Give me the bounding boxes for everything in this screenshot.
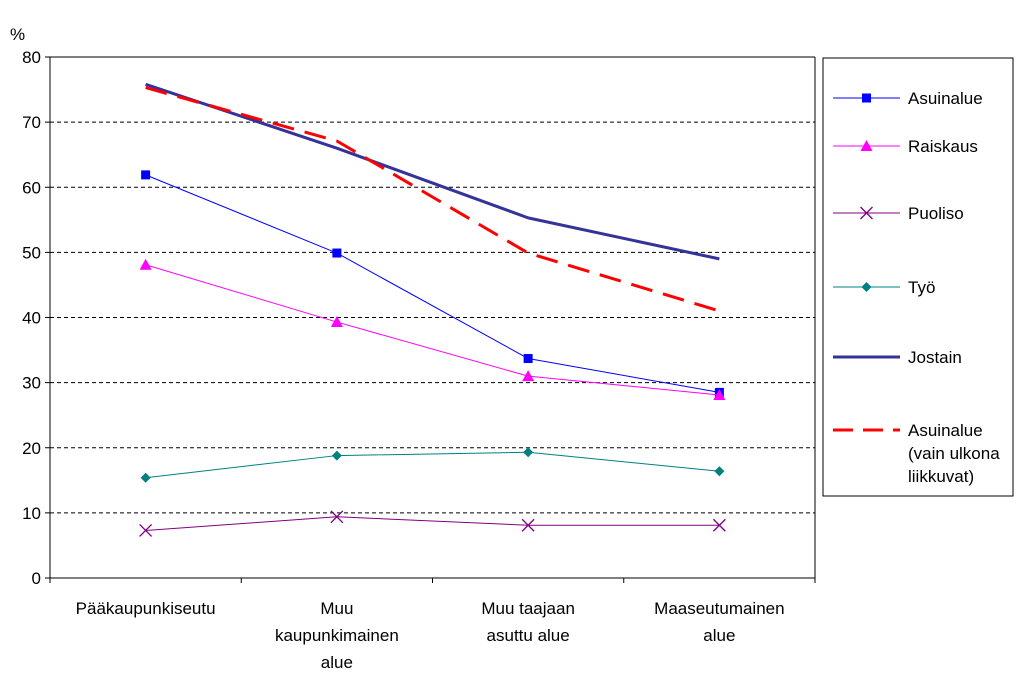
legend-label-line: Asuinalue xyxy=(908,89,983,108)
legend-label-line: Jostain xyxy=(908,348,962,367)
y-tick-label-0: 0 xyxy=(32,569,41,588)
series-0-point-2 xyxy=(523,354,533,364)
legend-label-0: Asuinalue xyxy=(908,89,983,108)
y-tick-label-30: 30 xyxy=(22,374,41,393)
legend-item-0: Asuinalue xyxy=(833,89,983,108)
y-tick-label-20: 20 xyxy=(22,439,41,458)
series-2-point-3-stroke-b xyxy=(712,518,726,532)
legend-label-4: Jostain xyxy=(908,348,962,367)
x-tick-label-1: Muu kaupunkimainen alue xyxy=(275,599,399,672)
series-3-point-1 xyxy=(331,450,342,461)
legend-label-line: liikkuvat) xyxy=(908,467,974,486)
series-2-point-0 xyxy=(139,523,153,537)
series-2-point-2-stroke-b xyxy=(521,518,535,532)
legend-label-line: Raiskaus xyxy=(908,137,978,156)
legend-marker-2 xyxy=(860,206,873,220)
series-1-line xyxy=(145,264,720,396)
x-tick-label-2: Muu taajaan asuttu alue xyxy=(481,599,575,645)
series-4-line xyxy=(145,82,720,261)
legend-marker-2-stroke-b xyxy=(860,206,873,220)
series-1-point-1 xyxy=(330,316,343,328)
series-0-point-1 xyxy=(332,248,342,258)
legend-item-3: Työ xyxy=(833,278,935,297)
x-tick-label-line: Pääkaupunkiseutu xyxy=(76,599,216,618)
series-2-line xyxy=(145,516,720,531)
x-tick-label-3: Maaseutumainen alue xyxy=(654,599,784,645)
series-2-point-3 xyxy=(712,518,726,532)
legend-label-5: Asuinalue (vain ulkona liikkuvat) xyxy=(908,421,1000,486)
x-tick-label-line: asuttu alue xyxy=(487,626,570,645)
y-tick-label-60: 60 xyxy=(22,178,41,197)
series-5-line xyxy=(145,86,720,313)
x-tick-label-line: Maaseutumainen xyxy=(654,599,784,618)
series-1-point-0 xyxy=(139,258,152,270)
legend-label-line: Asuinalue xyxy=(908,421,983,440)
legend-label-3: Työ xyxy=(908,278,935,297)
series-1 xyxy=(139,258,726,400)
legend-label-2: Puoliso xyxy=(908,204,964,223)
legend-marker-3 xyxy=(861,282,872,292)
series-0-line xyxy=(145,174,720,393)
x-tick-label-line: kaupunkimainen xyxy=(275,626,399,645)
legend-label-line: Työ xyxy=(908,278,935,297)
series-2 xyxy=(139,510,726,537)
y-tick-label-40: 40 xyxy=(22,309,41,328)
series-0 xyxy=(141,170,724,397)
series-3-point-0 xyxy=(140,472,151,483)
y-tick-label-70: 70 xyxy=(22,113,41,132)
series-2-point-2 xyxy=(521,518,535,532)
y-tick-label-50: 50 xyxy=(22,243,41,262)
y-tick-label-80: 80 xyxy=(22,48,41,67)
series-3-point-2 xyxy=(523,447,534,458)
x-tick-label-line: alue xyxy=(703,626,735,645)
x-tick-label-0: Pääkaupunkiseutu xyxy=(76,599,216,618)
series-3-point-3 xyxy=(714,466,725,477)
series-4 xyxy=(145,82,720,261)
series-2-point-1 xyxy=(330,510,344,524)
legend-item-4: Jostain xyxy=(833,348,962,367)
legend-item-5: Asuinalue (vain ulkona liikkuvat) xyxy=(833,421,1000,486)
series-3-line xyxy=(145,451,720,479)
x-tick-label-line: alue xyxy=(321,653,353,672)
series-2-point-1-stroke-b xyxy=(330,510,344,524)
series-layer xyxy=(139,82,726,537)
legend-marker-0 xyxy=(862,93,871,103)
y-tick-label-10: 10 xyxy=(22,504,41,523)
series-1-point-2 xyxy=(522,370,535,382)
x-tick-label-line: Muu xyxy=(320,599,353,618)
legend-marker-1 xyxy=(860,140,873,151)
series-2-point-0-stroke-b xyxy=(139,523,153,537)
legend-item-2: Puoliso xyxy=(833,204,964,223)
series-0-point-0 xyxy=(141,170,151,180)
axes: 0 10 20 30 40 50 60 70 80 Pääkaupunkiseutu Muu kaup… xyxy=(22,48,816,672)
series-3 xyxy=(140,447,725,483)
series-5 xyxy=(145,86,720,313)
legend-label-line: Puoliso xyxy=(908,204,964,223)
y-axis-unit-label: % xyxy=(10,25,25,44)
x-tick-label-line: Muu taajaan xyxy=(481,599,575,618)
legend-box xyxy=(822,57,1014,497)
legend-item-1: Raiskaus xyxy=(833,137,978,156)
series-1-point-3 xyxy=(713,388,726,400)
legend: Asuinalue Raiskaus Puoliso Työ Jostain Asuina… xyxy=(822,57,1014,497)
legend-label-1: Raiskaus xyxy=(908,137,978,156)
legend-label-line: (vain ulkona xyxy=(908,444,1000,463)
